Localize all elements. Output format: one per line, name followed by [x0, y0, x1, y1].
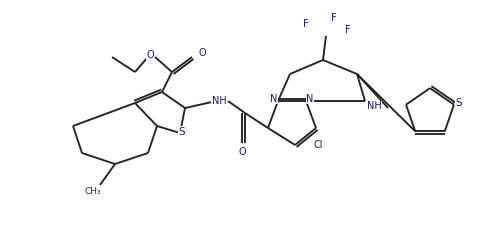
- Text: S: S: [179, 127, 185, 137]
- Text: F: F: [303, 19, 309, 29]
- Text: F: F: [345, 25, 351, 35]
- Text: F: F: [331, 13, 337, 23]
- Text: O: O: [198, 48, 206, 58]
- Text: CH₃: CH₃: [85, 187, 101, 196]
- Text: S: S: [456, 98, 462, 108]
- Text: N: N: [270, 94, 277, 104]
- Text: Cl: Cl: [313, 140, 323, 150]
- Text: O: O: [146, 50, 154, 60]
- Text: O: O: [238, 147, 246, 157]
- Text: NH: NH: [212, 96, 227, 106]
- Text: NH: NH: [367, 101, 381, 111]
- Text: N: N: [306, 94, 314, 104]
